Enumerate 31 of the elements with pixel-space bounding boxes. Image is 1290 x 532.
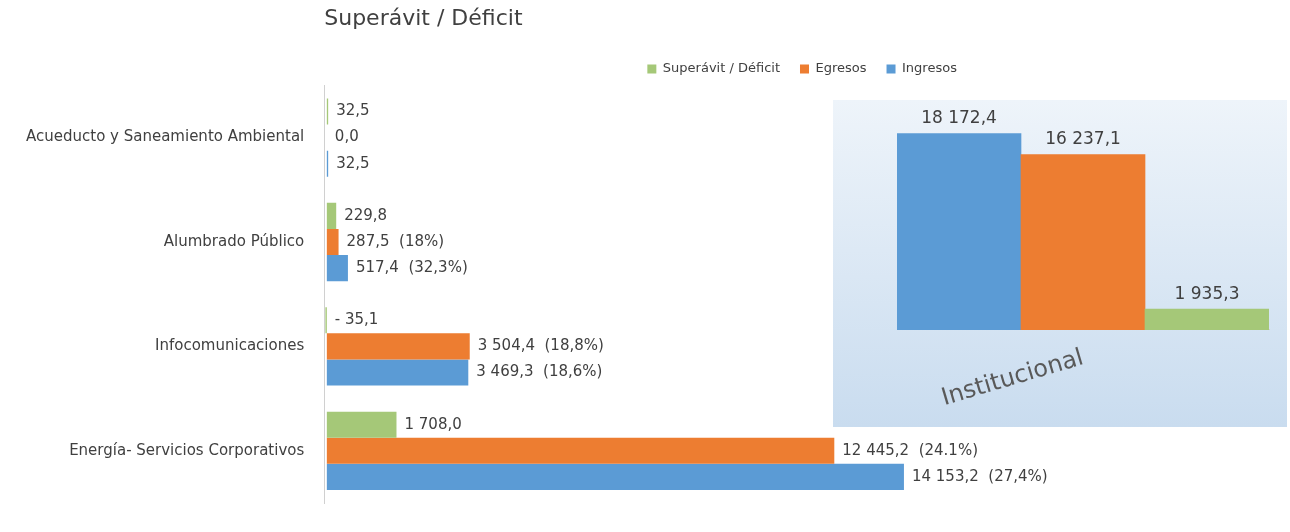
data-label: 32,5: [336, 101, 370, 120]
bar: [326, 228, 339, 256]
bar: [326, 255, 348, 282]
legend-label: Superávit / Déficit: [662, 60, 780, 76]
y-tick-label: Acueducto y Saneamiento Ambiental: [26, 127, 305, 146]
data-label: - 35,1: [334, 310, 379, 329]
bar: [326, 411, 397, 438]
data-label: 0,0: [334, 127, 359, 146]
y-tick-label: Alumbrado Público: [163, 231, 305, 250]
legend-label: Ingresos: [902, 60, 958, 76]
data-label: 12 445,2 (24.1%): [842, 440, 978, 459]
bar: [326, 202, 337, 229]
data-label: 16 237,1: [1045, 128, 1121, 149]
data-label: 1 708,0: [404, 414, 462, 433]
y-tick-label: Infocomunicaciones: [155, 336, 305, 355]
bar: [326, 463, 904, 490]
data-label: 517,4 (32,3%): [355, 257, 468, 276]
bar: [326, 333, 470, 360]
bar: [326, 437, 835, 464]
data-label: 287,5 (18%): [346, 231, 445, 250]
data-label: 1 935,3: [1174, 282, 1240, 303]
legend-label: Egresos: [815, 60, 867, 76]
y-tick-label: Energía- Servicios Corporativos: [69, 440, 305, 459]
data-label: 229,8: [344, 205, 388, 224]
chart-title: Superávit / Déficit: [324, 4, 523, 30]
data-label: 3 504,4 (18,8%): [477, 336, 604, 355]
data-label: 3 469,3 (18,6%): [476, 362, 603, 381]
data-label: 32,5: [336, 153, 370, 172]
bar: [326, 359, 469, 386]
data-label: 14 153,2 (27,4%): [911, 466, 1048, 485]
data-label: 18 172,4: [921, 107, 997, 128]
